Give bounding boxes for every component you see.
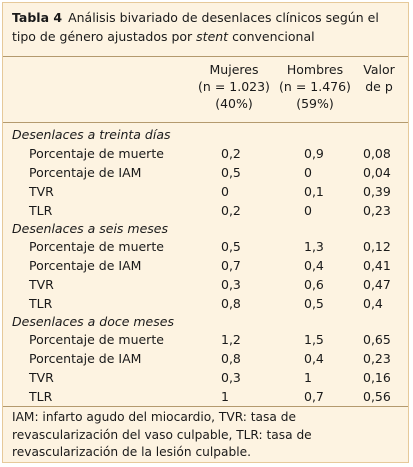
column-header-mujeres: Mujeres (n = 1.023) (40%) xyxy=(195,61,273,112)
row-label: TLR xyxy=(29,203,53,218)
table-row: TVR 0,3 0,6 0,47 xyxy=(3,275,408,294)
cell-p-value: 0,23 xyxy=(363,203,391,218)
caption-divider xyxy=(3,56,408,57)
cell-hombres: 1,3 xyxy=(304,239,324,254)
column-header-line: (n = 1.023) xyxy=(198,79,270,94)
table-row: Porcentaje de IAM 0,8 0,4 0,23 xyxy=(3,349,408,368)
table-row: Porcentaje de IAM 0,7 0,4 0,41 xyxy=(3,256,408,275)
cell-p-value: 0,12 xyxy=(363,239,391,254)
cell-mujeres: 1,2 xyxy=(221,332,241,347)
row-label: Porcentaje de muerte xyxy=(29,332,164,347)
cell-mujeres: 0 xyxy=(221,184,229,199)
row-label: Porcentaje de IAM xyxy=(29,165,142,180)
cell-mujeres: 0,3 xyxy=(221,277,241,292)
table-label: Tabla 4 xyxy=(12,10,63,25)
cell-mujeres: 0,5 xyxy=(221,239,241,254)
cell-hombres: 0,9 xyxy=(304,146,324,161)
table-caption: Tabla 4 Análisis bivariado de desenlaces … xyxy=(3,3,408,56)
cell-p-value: 0,47 xyxy=(363,277,391,292)
cell-p-value: 0,65 xyxy=(363,332,391,347)
table-frame: Tabla 4 Análisis bivariado de desenlaces … xyxy=(2,2,409,463)
cell-hombres: 0,4 xyxy=(304,258,324,273)
row-label: TVR xyxy=(29,370,54,385)
cell-p-value: 0,56 xyxy=(363,389,391,404)
cell-p-value: 0,08 xyxy=(363,146,391,161)
column-header-line: Mujeres xyxy=(209,62,259,77)
cell-hombres: 1 xyxy=(304,370,312,385)
cell-p-value: 0,39 xyxy=(363,184,391,199)
row-label: Porcentaje de IAM xyxy=(29,258,142,273)
row-label: TLR xyxy=(29,296,53,311)
cell-hombres: 0,6 xyxy=(304,277,324,292)
header-divider xyxy=(3,122,408,123)
column-header-line: de p xyxy=(365,79,393,94)
cell-mujeres: 0,2 xyxy=(221,146,241,161)
section-title: Desenlaces a treinta días xyxy=(12,127,171,142)
section-title: Desenlaces a doce meses xyxy=(12,314,174,329)
cell-mujeres: 0,8 xyxy=(221,296,241,311)
cell-hombres: 0,4 xyxy=(304,351,324,366)
table-row: Porcentaje de muerte 1,2 1,5 0,65 xyxy=(3,330,408,349)
cell-mujeres: 0,2 xyxy=(221,203,241,218)
column-header-valor-p: Valor de p xyxy=(355,61,403,95)
cell-mujeres: 0,5 xyxy=(221,165,241,180)
table-row: TLR 0,2 0 0,23 xyxy=(3,201,408,220)
column-header-line: (40%) xyxy=(215,96,253,111)
column-header-hombres: Hombres (n = 1.476) (59%) xyxy=(275,61,355,112)
row-label: TLR xyxy=(29,389,53,404)
row-label: TVR xyxy=(29,184,54,199)
footer-divider xyxy=(3,406,408,407)
table-title-emphasis: stent xyxy=(196,29,229,44)
cell-hombres: 0 xyxy=(304,165,312,180)
cell-mujeres: 0,8 xyxy=(221,351,241,366)
table-title-text: Análisis bivariado de desenlaces clínico… xyxy=(12,10,379,44)
column-header-line: (n = 1.476) xyxy=(279,79,351,94)
cell-hombres: 0 xyxy=(304,203,312,218)
cell-p-value: 0,16 xyxy=(363,370,391,385)
table-row: Porcentaje de muerte 0,2 0,9 0,08 xyxy=(3,144,408,163)
row-label: Porcentaje de IAM xyxy=(29,351,142,366)
table-row: TVR 0 0,1 0,39 xyxy=(3,182,408,201)
column-header-line: Hombres xyxy=(286,62,344,77)
cell-p-value: 0,4 xyxy=(363,296,383,311)
column-header-line: Valor xyxy=(363,62,395,77)
table-title-end: convencional xyxy=(232,29,315,44)
cell-hombres: 0,5 xyxy=(304,296,324,311)
section-title: Desenlaces a seis meses xyxy=(12,221,168,236)
cell-mujeres: 0,3 xyxy=(221,370,241,385)
cell-mujeres: 0,7 xyxy=(221,258,241,273)
table-footnote: IAM: infarto agudo del miocardio, TVR: t… xyxy=(12,410,312,459)
table-row: TVR 0,3 1 0,16 xyxy=(3,368,408,387)
column-header-line: (59%) xyxy=(296,96,334,111)
table-row: Porcentaje de IAM 0,5 0 0,04 xyxy=(3,163,408,182)
table-row: TLR 0,8 0,5 0,4 xyxy=(3,294,408,313)
cell-mujeres: 1 xyxy=(221,389,229,404)
cell-hombres: 1,5 xyxy=(304,332,324,347)
row-label: TVR xyxy=(29,277,54,292)
cell-p-value: 0,41 xyxy=(363,258,391,273)
cell-p-value: 0,04 xyxy=(363,165,391,180)
cell-p-value: 0,23 xyxy=(363,351,391,366)
row-label: Porcentaje de muerte xyxy=(29,146,164,161)
row-label: Porcentaje de muerte xyxy=(29,239,164,254)
cell-hombres: 0,1 xyxy=(304,184,324,199)
cell-hombres: 0,7 xyxy=(304,389,324,404)
table-row: TLR 1 0,7 0,56 xyxy=(3,387,408,406)
table-row: Porcentaje de muerte 0,5 1,3 0,12 xyxy=(3,237,408,256)
